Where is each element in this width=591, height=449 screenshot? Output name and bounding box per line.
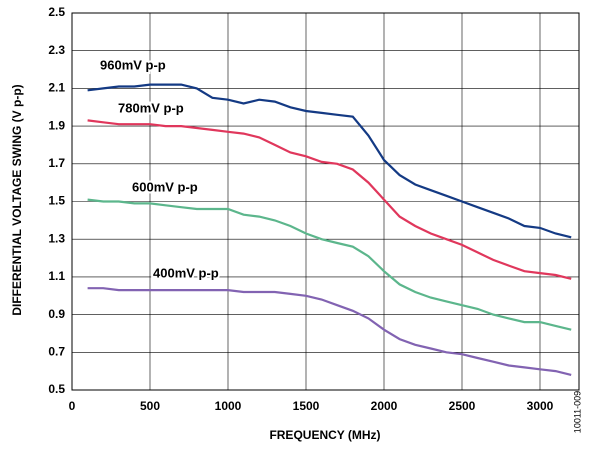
x-tick-label: 1000 xyxy=(215,399,242,413)
x-tick-label: 2500 xyxy=(449,399,476,413)
y-tick-label: 1.1 xyxy=(48,269,65,283)
series-line xyxy=(87,287,572,376)
x-tick-label: 3000 xyxy=(527,399,554,413)
y-axis-label: DIFFERENTIAL VOLTAGE SWING (V p-p) xyxy=(10,84,24,315)
y-tick-label: 1.5 xyxy=(48,194,65,208)
series-label: 960mV p-p xyxy=(100,57,166,72)
plot-frame xyxy=(71,12,580,391)
x-tick-label: 2000 xyxy=(371,399,398,413)
series-label: 400mV p-p xyxy=(153,265,219,280)
y-tick-label: 2.3 xyxy=(48,43,65,57)
series-label: 600mV p-p xyxy=(132,179,198,194)
y-tick-label: 0.9 xyxy=(48,307,65,321)
y-tick-label: 1.7 xyxy=(48,156,65,170)
figure-id: 10011-009 xyxy=(572,391,582,433)
x-tick-label: 0 xyxy=(69,399,76,413)
y-tick-label: 0.5 xyxy=(48,382,65,396)
y-tick-label: 1.9 xyxy=(48,118,65,132)
y-tick-label: 1.3 xyxy=(48,231,65,245)
y-tick-label: 2.5 xyxy=(48,5,65,19)
series-line xyxy=(87,198,572,331)
series-line xyxy=(87,83,572,239)
y-tick-label: 2.1 xyxy=(48,81,65,95)
y-tick-label: 0.7 xyxy=(48,344,65,358)
series-label: 780mV p-p xyxy=(118,100,184,115)
x-axis-label: FREQUENCY (MHz) xyxy=(269,428,380,442)
x-tick-label: 500 xyxy=(140,399,160,413)
series-line xyxy=(87,119,572,280)
x-tick-label: 1500 xyxy=(293,399,320,413)
